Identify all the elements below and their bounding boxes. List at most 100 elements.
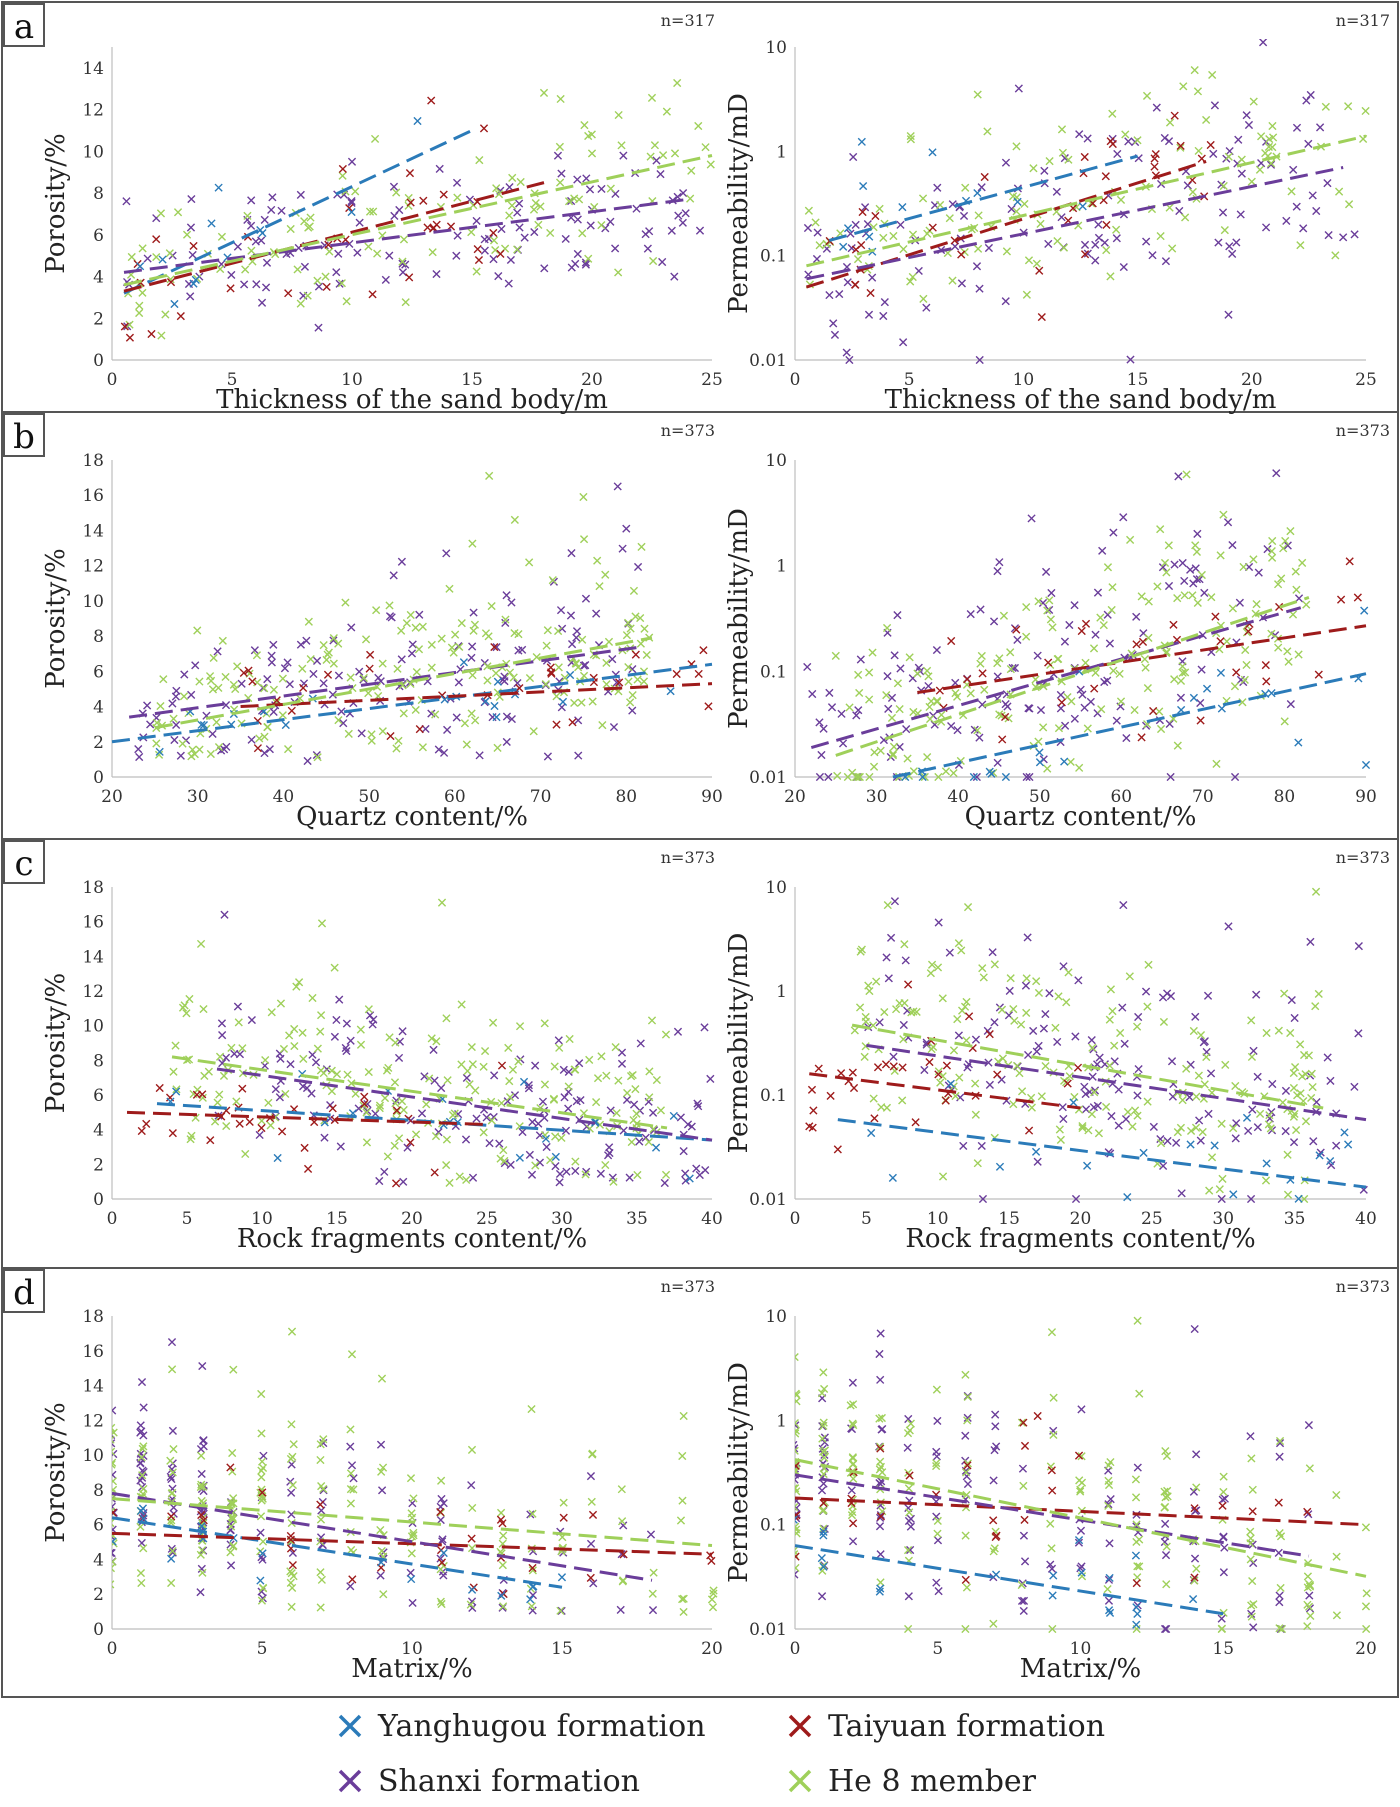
data-point <box>1078 1122 1087 1131</box>
data-point <box>1280 989 1289 998</box>
data-point <box>1067 697 1076 706</box>
data-point <box>911 1118 920 1127</box>
data-point <box>468 642 477 651</box>
data-point <box>1074 976 1083 985</box>
data-point <box>546 228 555 238</box>
data-point <box>861 1042 870 1051</box>
data-point <box>1214 238 1223 247</box>
data-point <box>1112 225 1121 234</box>
data-point <box>795 1419 799 1428</box>
data-point <box>1206 1069 1216 1078</box>
trend-line-shanxi <box>123 197 689 274</box>
data-point <box>820 1384 829 1394</box>
data-point <box>112 1485 118 1494</box>
data-point <box>292 982 301 991</box>
data-point <box>1267 159 1276 168</box>
data-point <box>1101 172 1110 181</box>
data-point <box>1176 1123 1186 1132</box>
y-tick-label: 8 <box>93 184 104 204</box>
data-point <box>851 280 860 289</box>
data-point <box>1100 677 1109 687</box>
data-point <box>961 183 970 192</box>
data-point <box>398 259 407 268</box>
data-point <box>346 1425 355 1434</box>
data-point <box>1268 553 1277 562</box>
data-point <box>1049 1571 1058 1580</box>
data-point <box>693 1099 702 1108</box>
data-point <box>1158 563 1168 572</box>
data-point <box>1212 759 1221 768</box>
data-point <box>1083 134 1092 143</box>
data-point <box>1106 985 1116 994</box>
data-point <box>619 151 628 160</box>
data-point <box>815 772 825 781</box>
data-point <box>1156 724 1166 734</box>
data-point <box>112 1518 115 1528</box>
data-point <box>1279 544 1288 553</box>
data-point <box>1252 600 1261 609</box>
data-point <box>394 1134 404 1143</box>
data-point <box>307 1089 316 1098</box>
data-point <box>391 1179 401 1188</box>
data-point <box>1144 633 1153 642</box>
data-point <box>365 207 375 216</box>
data-point <box>1040 166 1049 175</box>
data-point <box>1047 1564 1057 1573</box>
panel-label: d <box>13 1273 35 1313</box>
data-point <box>1220 226 1229 235</box>
data-point <box>557 169 566 178</box>
data-point <box>848 1378 857 1387</box>
data-point <box>314 282 324 291</box>
data-point <box>287 1488 296 1497</box>
data-point <box>1095 1053 1104 1062</box>
data-point <box>909 1007 918 1016</box>
data-point <box>1194 1071 1203 1080</box>
data-point <box>836 1069 846 1078</box>
data-point <box>392 1106 401 1115</box>
data-point <box>679 188 688 198</box>
data-point <box>1048 623 1057 632</box>
data-point <box>1019 1531 1029 1540</box>
data-point <box>339 719 348 728</box>
data-point <box>1247 1601 1256 1610</box>
data-point <box>880 1007 889 1017</box>
data-point <box>845 703 854 712</box>
data-point <box>196 939 206 949</box>
data-point <box>909 707 918 717</box>
data-point <box>817 1592 827 1601</box>
data-point <box>1153 582 1162 591</box>
data-point <box>279 1044 289 1054</box>
data-point <box>795 1466 799 1475</box>
trend-line-he8 <box>806 134 1367 268</box>
data-point <box>299 1054 308 1063</box>
data-point <box>206 749 215 759</box>
data-point <box>471 1086 480 1095</box>
data-point <box>1080 1082 1089 1091</box>
x-tick-label: 60 <box>444 787 466 807</box>
data-point <box>1304 1051 1313 1060</box>
data-point <box>995 654 1004 663</box>
data-point <box>1149 1122 1158 1131</box>
data-point <box>625 1173 634 1182</box>
x-tick-label: 10 <box>401 1639 423 1659</box>
data-point <box>505 668 515 677</box>
data-point <box>156 701 165 711</box>
data-point <box>392 744 401 753</box>
data-point <box>529 727 538 736</box>
data-point <box>870 748 879 757</box>
data-point <box>286 1060 295 1069</box>
data-point <box>889 1052 898 1061</box>
data-point <box>934 1067 943 1076</box>
data-point <box>1200 1037 1209 1046</box>
data-point <box>405 169 415 178</box>
data-point <box>1267 547 1276 556</box>
data-point <box>135 301 144 310</box>
data-point <box>1090 1088 1099 1097</box>
data-point <box>679 1411 688 1421</box>
data-point <box>977 1141 986 1151</box>
data-point <box>632 204 641 213</box>
data-point <box>392 1107 401 1117</box>
data-point <box>1078 202 1087 211</box>
data-point <box>1280 717 1289 726</box>
data-point <box>316 1455 325 1465</box>
